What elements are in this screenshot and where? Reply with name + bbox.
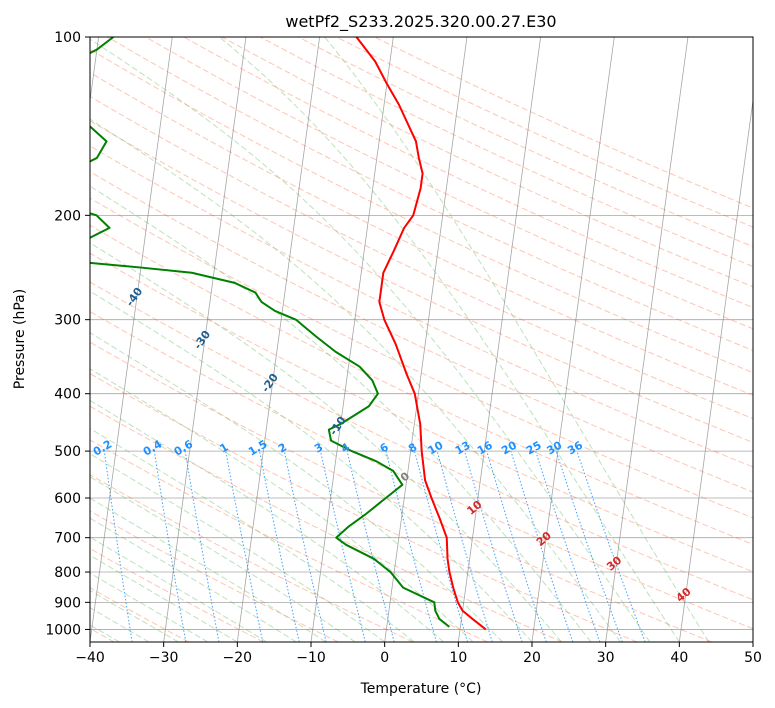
dry-adiabat-line	[90, 341, 712, 642]
isotherm-line	[678, 97, 753, 642]
moist-adiabat-line	[90, 399, 444, 642]
isobar-gridlines	[90, 37, 753, 630]
mixing-ratio-line	[184, 451, 220, 642]
mixing-ratio-line	[320, 450, 366, 642]
temperature-line	[355, 37, 487, 631]
dry-adiabat-line	[90, 281, 753, 601]
x-tick-label: −20	[223, 650, 253, 666]
moist-adiabat-line	[90, 118, 621, 642]
isotherm-line	[90, 37, 173, 642]
mixing-ratio-line	[436, 450, 493, 642]
x-tick-label: 30	[597, 650, 615, 666]
isotherm-line	[531, 37, 615, 642]
mixing-ratio-line	[535, 450, 601, 642]
moist-adiabat-line	[90, 427, 415, 642]
dry-adiabat-line	[90, 510, 339, 642]
y-tick-label: 200	[54, 208, 81, 224]
mixing-ratio-line	[555, 450, 623, 642]
moist-adiabat-line	[90, 242, 562, 642]
isotherm-line	[236, 37, 321, 642]
x-axis-ticks: −40 −30 −20 −10 0 10 20 30 40 50	[75, 642, 762, 666]
dewpoint-line	[90, 37, 450, 628]
chart-title: wetPf2_S233.2025.320.00.27.E30	[285, 12, 556, 32]
dry-adiabat-line	[90, 72, 753, 396]
y-tick-label: 600	[54, 491, 81, 507]
dry-adiabat-line	[90, 95, 753, 420]
dry-adiabat-line	[90, 145, 753, 468]
y-tick-label: 300	[54, 313, 81, 329]
x-tick-label: 40	[670, 650, 688, 666]
x-tick-label: 10	[449, 650, 467, 666]
dry-adiabat-line	[90, 48, 753, 374]
mixing-ratio-line	[576, 450, 646, 642]
isotherm-lines	[90, 37, 753, 642]
moist-adiabat-line	[90, 368, 474, 642]
y-tick-label: 1000	[45, 622, 81, 638]
x-axis-label: Temperature (°C)	[360, 681, 482, 697]
dry-adiabat-line	[90, 474, 414, 642]
mixing-ratio-line	[103, 451, 133, 642]
y-axis-ticks: 100 200 300 400 500 600 700 800 900 1000	[45, 30, 90, 638]
moist-adiabat-line	[90, 453, 385, 642]
plot-background	[90, 37, 753, 642]
dry-adiabat-line	[90, 171, 753, 493]
y-axis-label: Pressure (hPa)	[12, 289, 28, 389]
dry-adiabat-label: -60	[0, 199, 10, 223]
plot-frame	[89, 36, 754, 643]
y-tick-label: 800	[54, 565, 81, 581]
dry-adiabat-line	[107, 37, 753, 352]
dry-adiabat-line	[336, 37, 753, 228]
y-tick-label: 700	[54, 531, 81, 547]
mixing-ratio-line	[385, 450, 437, 642]
mixing-ratio-line	[414, 450, 468, 642]
moist-adiabat-line	[90, 38, 651, 642]
moist-adiabat-line	[219, 37, 680, 642]
moist-adiabat-line	[90, 497, 327, 642]
mixing-ratio-lines	[103, 450, 646, 642]
x-tick-label: −10	[296, 650, 326, 666]
isotherm-line	[457, 37, 542, 642]
dry-adiabat-line	[90, 373, 638, 642]
dry-adiabat-line	[221, 37, 753, 288]
y-tick-label: 500	[54, 444, 81, 460]
dry-adiabat-line	[374, 37, 753, 209]
isotherm-line	[605, 37, 689, 642]
y-tick-label: 100	[54, 30, 81, 46]
isotherm-line	[310, 37, 394, 642]
y-tick-label: 900	[54, 595, 81, 611]
dry-adiabat-label: -50	[55, 242, 77, 266]
mixing-ratio-line	[153, 451, 187, 642]
moist-adiabat-line	[324, 37, 710, 642]
moist-adiabat-line	[90, 185, 592, 642]
mixing-ratio-line	[225, 451, 264, 642]
mixing-ratio-line	[259, 451, 300, 642]
y-tick-label: 400	[54, 387, 81, 403]
moist-adiabat-line	[90, 290, 533, 642]
mixing-ratio-line	[283, 450, 327, 642]
moist-adiabat-line	[90, 332, 503, 642]
dry-adiabat-line	[90, 310, 753, 630]
isotherm-line	[163, 37, 247, 642]
moist-adiabats	[90, 37, 710, 642]
dry-adiabat-line	[259, 37, 753, 268]
x-tick-label: −40	[75, 650, 105, 666]
x-tick-label: 0	[380, 650, 389, 666]
x-tick-label: 20	[523, 650, 541, 666]
x-tick-label: 50	[744, 650, 762, 666]
mixing-ratio-line	[346, 450, 395, 642]
isotherm-line	[752, 639, 753, 642]
x-tick-label: −30	[149, 650, 179, 666]
isotherm-line	[90, 37, 100, 104]
dry-adiabat-line	[145, 37, 753, 330]
dry-adiabat-line	[90, 224, 753, 545]
isotherm-line	[384, 37, 468, 642]
profile-lines	[90, 37, 487, 631]
